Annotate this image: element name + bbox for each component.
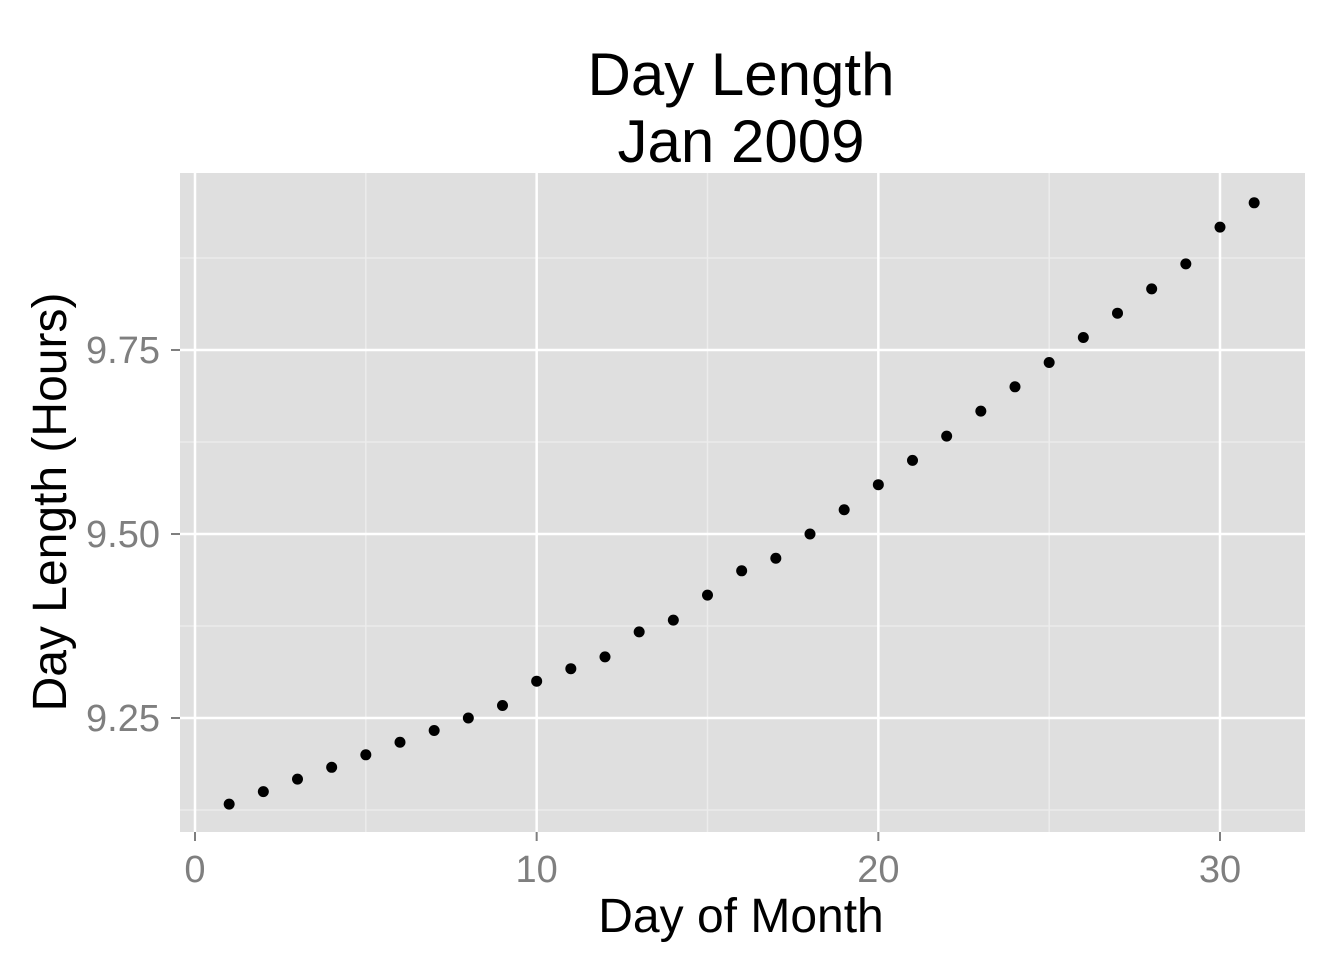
data-point-9 bbox=[497, 699, 508, 711]
data-point-15 bbox=[702, 589, 713, 601]
x-axis-ticks: 0 10 20 30 bbox=[184, 832, 1241, 891]
data-point-22 bbox=[941, 430, 953, 442]
data-point-27 bbox=[1112, 307, 1123, 319]
x-tick-label-3: 30 bbox=[1199, 849, 1241, 891]
y-tick-label-2: 9.75 bbox=[86, 330, 160, 372]
y-tick-label-0: 9.25 bbox=[86, 698, 160, 740]
plot-panel bbox=[180, 173, 1305, 832]
data-point-10 bbox=[531, 675, 543, 687]
data-point-19 bbox=[838, 504, 850, 516]
data-point-30 bbox=[1214, 221, 1226, 233]
data-point-2 bbox=[257, 786, 269, 798]
data-point-26 bbox=[1077, 331, 1089, 343]
x-tick-label-0: 0 bbox=[184, 849, 205, 891]
data-point-25 bbox=[1043, 357, 1055, 369]
y-tick-label-1: 9.50 bbox=[86, 514, 160, 556]
major-gridlines bbox=[180, 173, 1305, 832]
data-point-28 bbox=[1146, 283, 1158, 295]
data-point-8 bbox=[462, 712, 474, 724]
data-point-6 bbox=[394, 736, 406, 748]
data-point-21 bbox=[907, 454, 918, 466]
y-axis-title: Day Length (Hours) bbox=[24, 293, 77, 712]
data-point-4 bbox=[326, 761, 338, 773]
data-point-13 bbox=[633, 626, 645, 638]
chart-title-line-1: Day Length bbox=[588, 41, 895, 108]
data-point-24 bbox=[1009, 381, 1021, 393]
minor-gridlines bbox=[180, 173, 1305, 832]
x-axis-title: Day of Month bbox=[598, 890, 883, 943]
data-point-5 bbox=[360, 749, 372, 761]
data-point-3 bbox=[292, 773, 303, 785]
data-point-31 bbox=[1248, 197, 1260, 209]
data-points bbox=[223, 197, 1260, 810]
x-tick-label-2: 20 bbox=[857, 849, 899, 891]
data-point-17 bbox=[770, 552, 782, 564]
y-axis-ticks: 9.25 9.50 9.75 bbox=[86, 330, 180, 740]
data-point-12 bbox=[599, 651, 611, 663]
data-point-23 bbox=[975, 405, 987, 417]
data-point-18 bbox=[804, 528, 816, 540]
data-point-16 bbox=[736, 565, 748, 577]
chart-title-line-2: Jan 2009 bbox=[618, 108, 865, 175]
data-point-7 bbox=[428, 725, 440, 737]
data-point-1 bbox=[223, 798, 235, 810]
x-tick-label-1: 10 bbox=[516, 849, 558, 891]
data-point-11 bbox=[565, 663, 577, 675]
data-point-29 bbox=[1180, 258, 1192, 270]
data-point-14 bbox=[667, 614, 679, 626]
data-point-20 bbox=[872, 479, 884, 491]
